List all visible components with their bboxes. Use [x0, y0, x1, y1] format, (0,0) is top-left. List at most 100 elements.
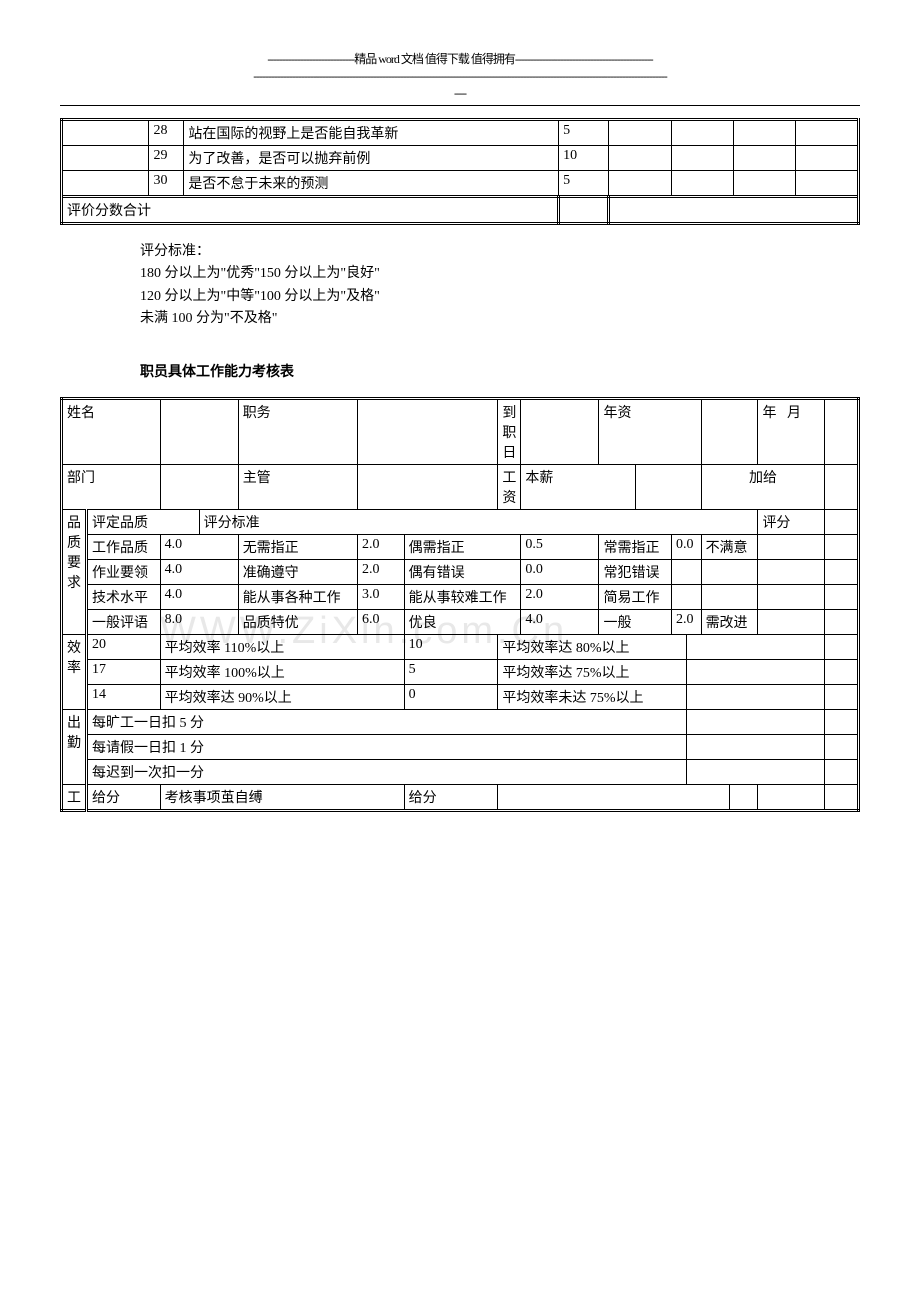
cell-quality-cat: 品质要求 — [62, 509, 87, 634]
cell-blank — [734, 146, 796, 171]
cell-allow-label: 加给 — [701, 464, 825, 509]
cell-val: 平均效率 100%以上 — [160, 659, 404, 684]
cell-dept-label: 部门 — [62, 464, 161, 509]
cell-name-label: 姓名 — [62, 398, 161, 464]
table-row: 作业要领 4.0 准确遵守 2.0 偶有错误 0.0 常犯错误 — [62, 559, 859, 584]
cell-num: 30 — [149, 171, 184, 197]
cell-val: 平均效率达 90%以上 — [160, 684, 404, 709]
table-row: 出勤 每旷工一日扣 5 分 — [62, 709, 859, 734]
table-row: 28 站在国际的视野上是否能自我革新 5 — [62, 120, 859, 146]
cell-blank — [825, 684, 859, 709]
cell-blank — [609, 171, 671, 197]
cell-val: 0.5 — [521, 534, 599, 559]
cell-blank — [671, 559, 701, 584]
cell-score-label: 评分 — [758, 509, 825, 534]
cell-supv-label: 主管 — [238, 464, 357, 509]
cell-blank — [825, 559, 859, 584]
cell-blank — [825, 464, 859, 509]
cell-blank — [701, 584, 758, 609]
cell-label: 技术水平 — [87, 584, 161, 609]
cell-blank — [160, 398, 238, 464]
cell-score: 5 — [559, 171, 609, 197]
cell-val: 优良 — [404, 609, 521, 634]
cell-val: 偶需指正 — [404, 534, 521, 559]
cell-eff-cat: 效率 — [62, 634, 87, 709]
cell-val: 10 — [404, 634, 498, 659]
cell-base-label: 本薪 — [521, 464, 635, 509]
scoring-standard-block: 评分标准： 180 分以上为"优秀"150 分以上为"良好" 120 分以上为"… — [140, 241, 860, 331]
cell-blank — [559, 197, 609, 224]
cell-val: 0.0 — [521, 559, 599, 584]
cell-val: 2.0 — [521, 584, 599, 609]
section-title: 职员具体工作能力考核表 — [140, 361, 860, 381]
cell-blank — [671, 171, 733, 197]
cell-year-label: 年 — [762, 406, 776, 421]
cell-blank — [825, 609, 859, 634]
cell-blank — [825, 634, 859, 659]
cell-blank — [358, 464, 498, 509]
cell-val: 每旷工一日扣 5 分 — [87, 709, 687, 734]
cell-month-label: 月 — [787, 406, 801, 421]
cell-att-cat: 出勤 — [62, 709, 87, 784]
cell-val: 0 — [404, 684, 498, 709]
cell-val: 需改进 — [701, 609, 758, 634]
cell-blank — [825, 784, 859, 810]
cell-blank — [758, 609, 825, 634]
cell-val: 平均效率 110%以上 — [160, 634, 404, 659]
cell-val: 3.0 — [358, 584, 405, 609]
cell-blank — [730, 784, 758, 810]
cell-blank — [609, 120, 671, 146]
cell-item: 考核事项茧自缚 — [160, 784, 404, 810]
cell-val: 14 — [87, 684, 161, 709]
table-row: 30 是否不怠于未来的预测 5 — [62, 171, 859, 197]
header-divider — [60, 105, 860, 106]
cell-val: 常需指正 — [599, 534, 672, 559]
cell-eval-qual: 评定品质 — [87, 509, 200, 534]
cell-score: 10 — [559, 146, 609, 171]
cell-val: 能从事各种工作 — [238, 584, 357, 609]
cell-score: 5 — [559, 120, 609, 146]
cell-blank — [701, 398, 758, 464]
table-row: 每迟到一次扣一分 — [62, 759, 859, 784]
cell-val: 4.0 — [521, 609, 599, 634]
cell-val: 每请假一日扣 1 分 — [87, 734, 687, 759]
cell-blank — [734, 171, 796, 197]
table-row: 部门 主管 工资 本薪 加给 — [62, 464, 859, 509]
scoring-line: 未满 100 分为"不及格" — [140, 308, 860, 330]
cell-blank — [758, 559, 825, 584]
cell-blank — [825, 659, 859, 684]
cell-val: 2.0 — [358, 559, 405, 584]
cell-val: 平均效率达 75%以上 — [498, 659, 686, 684]
table-row: 效率 20 平均效率 110%以上 10 平均效率达 80%以上 — [62, 634, 859, 659]
cell-blank — [825, 734, 859, 759]
cell-std: 评分标准 — [199, 509, 758, 534]
cell-blank — [671, 584, 701, 609]
table-row: 姓名 职务 到职日 年资 年 月 — [62, 398, 859, 464]
cell-blank — [734, 120, 796, 146]
scoring-title: 评分标准： — [140, 241, 860, 263]
cell-num: 28 — [149, 120, 184, 146]
cell-item: 是否不怠于未来的预测 — [184, 171, 559, 197]
cell-blank — [825, 534, 859, 559]
cell-label: 作业要领 — [87, 559, 161, 584]
cell-blank — [796, 146, 859, 171]
cell-blank — [825, 709, 859, 734]
cell-val: 一般 — [599, 609, 672, 634]
cell-val: 4.0 — [160, 534, 238, 559]
cell-work-cat: 工 — [62, 784, 87, 810]
cell-gf-label: 给分 — [404, 784, 498, 810]
cell-val: 品质特优 — [238, 609, 357, 634]
scoring-line: 120 分以上为"中等"100 分以上为"及格" — [140, 286, 860, 308]
cell-total-label: 评价分数合计 — [62, 197, 559, 224]
cell-blank — [686, 684, 825, 709]
table-row: 一般评语 8.0 品质特优 6.0 优良 4.0 一般 2.0 需改进 — [62, 609, 859, 634]
cell-joindate-label: 到职日 — [498, 398, 521, 464]
cell-val: 能从事较难工作 — [404, 584, 521, 609]
cell-label: 一般评语 — [87, 609, 161, 634]
table-row-total: 评价分数合计 — [62, 197, 859, 224]
table-row: 14 平均效率达 90%以上 0 平均效率未达 75%以上 — [62, 684, 859, 709]
cell-val: 0.0 — [671, 534, 701, 559]
cell-val: 常犯错误 — [599, 559, 672, 584]
cell-val: 平均效率未达 75%以上 — [498, 684, 686, 709]
cell-val: 平均效率达 80%以上 — [498, 634, 686, 659]
